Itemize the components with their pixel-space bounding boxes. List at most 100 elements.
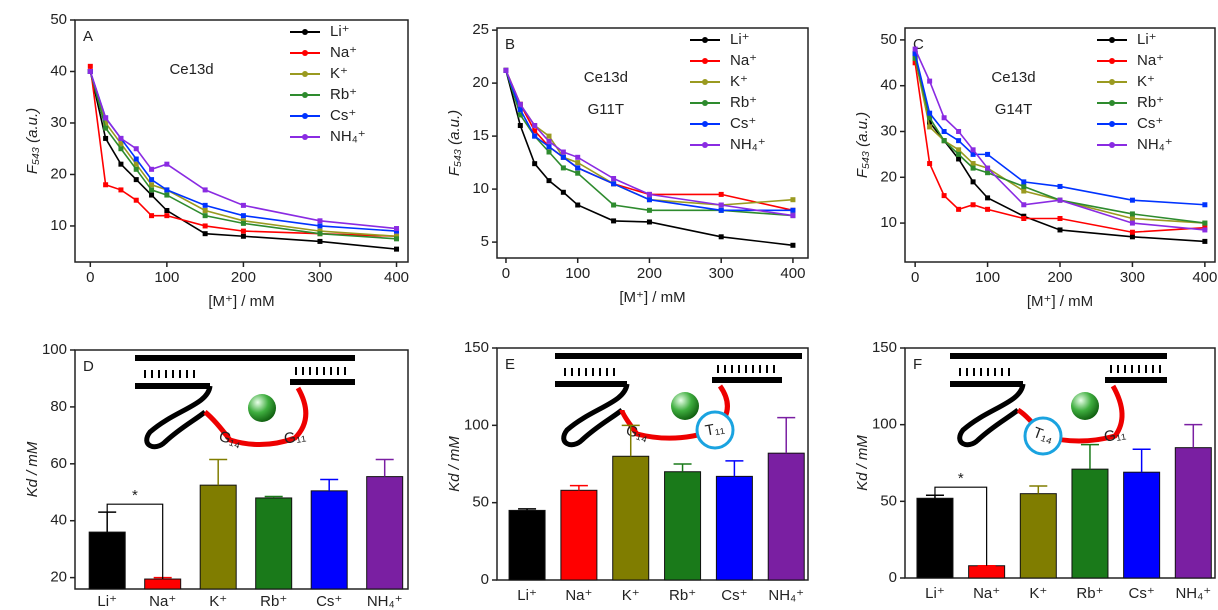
data-point: [927, 119, 933, 125]
data-point: [133, 166, 139, 172]
data-point: [517, 123, 523, 129]
data-point: [646, 191, 652, 197]
legend-marker: [1109, 58, 1115, 64]
legend-marker: [1109, 79, 1115, 85]
data-point: [927, 161, 933, 167]
y-tick-label: 20: [472, 74, 489, 91]
data-point: [546, 178, 552, 184]
bar: [968, 565, 1006, 579]
mutation-circle: [1023, 416, 1063, 456]
x-tick-label: Na⁺: [149, 593, 176, 610]
legend-marker: [702, 79, 708, 85]
significance-bracket: [106, 503, 164, 580]
y-axis-label: Kd / mM: [854, 435, 871, 491]
data-point: [503, 67, 509, 73]
y-tick-label: 50: [50, 11, 67, 28]
data-point: [118, 187, 124, 193]
hairpin: [957, 383, 1026, 448]
data-point: [1202, 202, 1208, 208]
legend-label: NH₄⁺: [330, 128, 366, 145]
panel-label: E: [505, 356, 515, 373]
x-axis-label: [M⁺] / mM: [208, 293, 274, 310]
legend-marker: [302, 134, 308, 140]
legend-label: NH₄⁺: [730, 136, 766, 153]
data-point: [87, 63, 93, 69]
data-point: [970, 161, 976, 167]
series-line: [89, 71, 397, 240]
bar: [664, 471, 702, 581]
data-point: [956, 128, 962, 134]
annotation: Ce13d: [584, 69, 628, 86]
data-point: [575, 165, 581, 171]
y-tick-label: 150: [872, 339, 897, 356]
data-point: [202, 231, 208, 237]
y-axis-label: F₅₄₃ (a.u.): [446, 110, 463, 176]
data-point: [317, 223, 323, 229]
data-point: [927, 115, 933, 121]
data-point: [149, 177, 155, 183]
data-point: [532, 133, 538, 139]
data-point: [517, 107, 523, 113]
y-tick-label: 50: [472, 494, 489, 511]
bar: [612, 455, 650, 581]
data-point: [103, 182, 109, 188]
y-tick-label: 100: [464, 416, 489, 433]
bar: [1174, 447, 1212, 579]
data-point: [985, 206, 991, 212]
data-point: [1202, 220, 1208, 226]
x-tick-label: 400: [780, 265, 805, 282]
data-point: [317, 238, 323, 244]
data-point: [1129, 197, 1135, 203]
legend-marker: [302, 71, 308, 77]
x-tick-label: 300: [709, 265, 734, 282]
legend-label: K⁺: [1137, 73, 1155, 90]
bar: [1019, 493, 1057, 579]
annotation: G14T: [995, 101, 1033, 118]
panel-label: F: [913, 356, 922, 373]
data-point: [575, 202, 581, 208]
x-tick-label: 0: [911, 269, 919, 286]
data-point: [941, 138, 947, 144]
data-point: [118, 146, 124, 152]
series-line: [505, 70, 793, 212]
data-point: [611, 218, 617, 224]
y-tick-label: 20: [50, 569, 67, 586]
data-point: [133, 156, 139, 162]
x-tick-label: 0: [502, 265, 510, 282]
data-point: [912, 46, 918, 52]
annotation: Ce13d: [991, 69, 1035, 86]
diagram-label: T₁₁: [704, 419, 726, 439]
data-point: [956, 151, 962, 157]
data-point: [941, 193, 947, 199]
legend-label: Na⁺: [330, 44, 357, 61]
legend-label: Cs⁺: [730, 115, 756, 132]
loop: [203, 386, 309, 448]
bar: [715, 475, 753, 581]
data-point: [1202, 227, 1208, 233]
data-point: [202, 213, 208, 219]
legend-marker: [702, 100, 708, 106]
data-point: [87, 68, 93, 74]
data-point: [317, 231, 323, 237]
data-point: [1129, 211, 1135, 217]
y-tick-label: 40: [880, 77, 897, 94]
data-point: [646, 219, 652, 225]
data-point: [970, 151, 976, 157]
legend-label: Cs⁺: [1137, 115, 1163, 132]
data-point: [790, 242, 796, 248]
data-point: [970, 165, 976, 171]
data-point: [103, 125, 109, 131]
data-point: [164, 192, 170, 198]
data-point: [1057, 227, 1063, 233]
data-point: [202, 187, 208, 193]
series-line: [89, 71, 397, 230]
y-tick-label: 40: [50, 62, 67, 79]
panel-label: B: [505, 36, 515, 53]
schematic: G₁₄ T₁₁: [555, 353, 802, 450]
data-point: [394, 228, 400, 234]
bar: [508, 509, 546, 581]
bar: [144, 578, 182, 590]
data-point: [118, 135, 124, 141]
